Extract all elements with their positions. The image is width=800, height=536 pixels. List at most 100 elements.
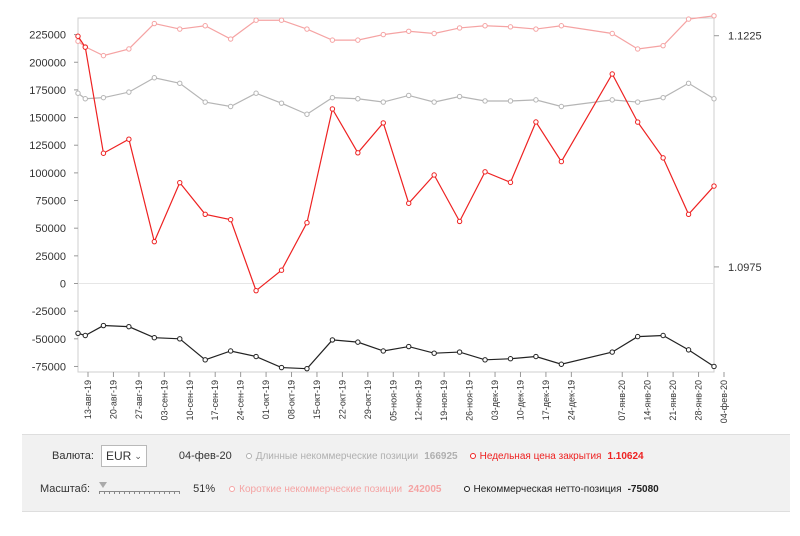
data-point xyxy=(380,120,386,126)
data-point xyxy=(406,28,412,34)
data-point xyxy=(711,13,717,19)
data-point xyxy=(711,96,717,102)
data-point xyxy=(151,335,158,341)
data-point xyxy=(202,99,208,105)
data-point xyxy=(711,183,717,189)
scale-row: Масштаб: 51% Короткие некоммерческие поз… xyxy=(40,482,659,496)
data-point xyxy=(75,90,81,96)
data-point xyxy=(507,179,514,186)
legend-close[interactable]: Недельная цена закрытия 1.10624 xyxy=(469,450,644,462)
data-point xyxy=(482,169,488,175)
data-point xyxy=(431,30,437,37)
data-point xyxy=(456,349,463,355)
data-point xyxy=(507,98,514,104)
y-tick-label: 175000 xyxy=(29,85,66,97)
x-tick-label: 10-дек-19 xyxy=(515,380,525,420)
data-point xyxy=(151,20,158,27)
data-point xyxy=(456,25,463,31)
y-tick-label: 225000 xyxy=(29,30,66,42)
data-point xyxy=(100,94,107,101)
currency-value: EUR xyxy=(105,449,132,463)
currency-select[interactable]: EUR ⌄ xyxy=(100,445,147,467)
scale-tick xyxy=(114,491,116,494)
y-tick-label: -50000 xyxy=(32,334,66,346)
x-tick-label: 29-окт-19 xyxy=(363,380,373,419)
circle-icon xyxy=(229,486,236,492)
legend-short[interactable]: Короткие некоммерческие позиции 242005 xyxy=(229,483,442,495)
plot-area xyxy=(77,17,715,373)
data-point xyxy=(660,94,666,101)
scale-tick xyxy=(99,491,101,494)
data-point xyxy=(75,330,81,336)
scale-tick xyxy=(124,491,126,494)
y-tick-label: 200000 xyxy=(29,57,66,69)
scale-tick xyxy=(139,491,141,494)
data-point xyxy=(278,267,285,273)
x-tick-label: 17-дек-19 xyxy=(541,380,551,420)
scale-slider[interactable] xyxy=(99,482,181,496)
y-tick-label: -25000 xyxy=(32,306,66,318)
data-point xyxy=(406,343,412,350)
x-tick-label: 08-окт-19 xyxy=(287,380,297,419)
data-point xyxy=(82,332,88,339)
data-point xyxy=(685,211,692,217)
data-point xyxy=(151,75,158,81)
data-point xyxy=(685,80,692,86)
legend-long-value: 166925 xyxy=(424,450,458,462)
data-point xyxy=(202,357,208,363)
data-point xyxy=(329,106,336,112)
circle-icon xyxy=(245,453,252,459)
scale-tick xyxy=(179,491,181,494)
data-point xyxy=(533,97,539,103)
data-point xyxy=(380,99,386,105)
data-point xyxy=(329,94,336,101)
scale-tick xyxy=(104,491,106,494)
data-point xyxy=(660,42,666,49)
data-point xyxy=(304,26,310,32)
data-point xyxy=(482,98,488,104)
data-point xyxy=(431,99,437,105)
scale-tick xyxy=(169,491,171,494)
data-point xyxy=(126,323,132,330)
x-tick-label: 05-ноя-19 xyxy=(388,380,398,421)
data-point xyxy=(227,348,234,354)
data-point xyxy=(227,103,234,110)
y-tick-label: 75000 xyxy=(35,196,66,208)
scale-percent: 51% xyxy=(193,483,216,495)
data-point xyxy=(558,23,565,29)
legend-long[interactable]: Длинные некоммерческие позиции 166925 xyxy=(245,450,458,462)
scale-tick xyxy=(129,491,131,494)
data-point xyxy=(82,44,88,50)
x-tick-label: 28-янв-20 xyxy=(694,380,704,421)
data-point xyxy=(202,211,208,217)
data-point xyxy=(533,26,539,32)
x-tick-label: 17-сен-19 xyxy=(210,380,220,421)
data-point xyxy=(253,17,259,23)
data-point xyxy=(533,353,539,360)
data-point xyxy=(151,238,158,245)
data-point xyxy=(304,219,310,226)
x-tick-label: 24-сен-19 xyxy=(236,380,246,421)
data-point xyxy=(685,16,692,22)
legend-net[interactable]: Некоммерческая нетто-позиция -75080 xyxy=(463,483,659,495)
x-tick-label: 26-ноя-19 xyxy=(465,380,475,421)
data-point xyxy=(482,357,488,363)
x-tick-label: 24-дек-19 xyxy=(566,380,576,420)
data-point xyxy=(227,216,234,223)
data-point xyxy=(431,350,437,356)
data-point xyxy=(75,38,81,44)
legend-close-label: Недельная цена закрытия xyxy=(479,450,602,462)
scale-thumb[interactable] xyxy=(99,482,108,488)
data-point xyxy=(202,23,208,29)
x-tick-label: 13-авг-19 xyxy=(83,380,93,419)
data-point xyxy=(609,349,615,355)
legend-short-label: Короткие некоммерческие позиции xyxy=(239,483,403,495)
series-line xyxy=(77,77,715,115)
currency-label: Валюта: xyxy=(52,450,94,462)
data-point xyxy=(482,23,488,29)
data-point xyxy=(558,361,565,367)
data-point xyxy=(177,336,183,342)
data-point xyxy=(253,287,259,294)
legend-net-label: Некоммерческая нетто-позиция xyxy=(473,483,622,495)
y-tick-label: 0 xyxy=(60,279,66,291)
